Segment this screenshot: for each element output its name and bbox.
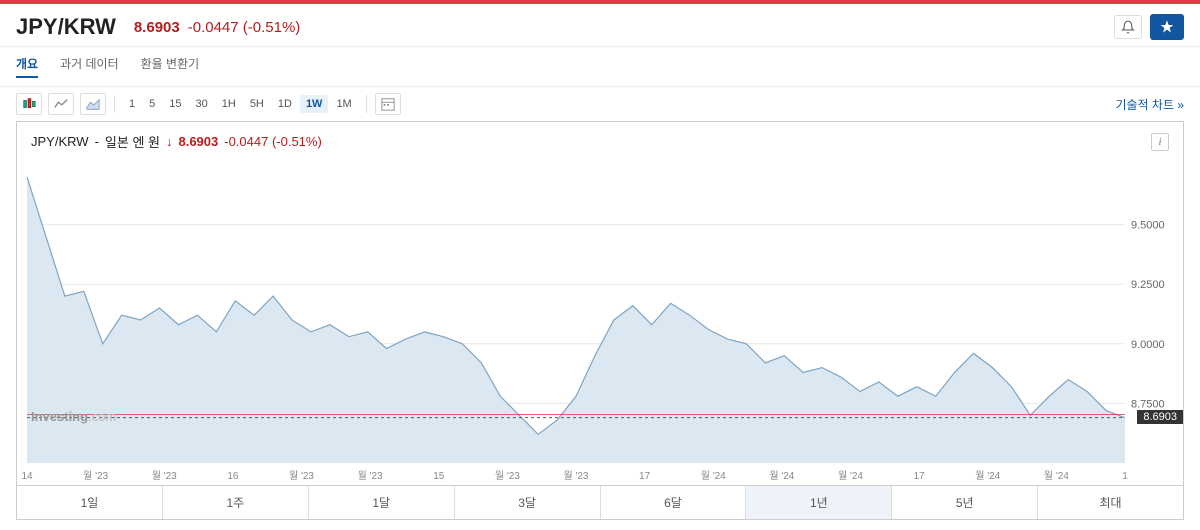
toolbar-separator	[366, 95, 367, 113]
chart-header: JPY/KRW - 일본 엔 원 ↓ 8.6903 -0.0447 (-0.51…	[17, 122, 1183, 155]
watermark-brand: Investing	[31, 409, 88, 424]
svg-text:9.0000: 9.0000	[1131, 339, 1165, 351]
timeframe-5[interactable]: 5	[143, 95, 161, 113]
subnav-converter[interactable]: 환율 변환기	[141, 55, 200, 78]
calendar-icon[interactable]	[375, 93, 401, 115]
svg-text:월 '24: 월 '24	[769, 470, 794, 482]
timeframe-1[interactable]: 1	[123, 95, 141, 113]
subnav-overview[interactable]: 개요	[16, 55, 38, 78]
chart-title-pair: JPY/KRW	[31, 134, 89, 149]
timeframe-5H[interactable]: 5H	[244, 95, 270, 113]
svg-text:16: 16	[227, 471, 239, 482]
period-option[interactable]: 6달	[601, 486, 747, 519]
subnav-history[interactable]: 과거 데이터	[60, 55, 119, 78]
favorite-button[interactable]	[1150, 14, 1184, 40]
svg-text:월 '24: 월 '24	[838, 470, 863, 482]
chart-svg: 8.7500 9.0000 9.2500 9.5000 14 월 '23 월 '23 16 월 …	[17, 155, 1183, 485]
period-option[interactable]: 최대	[1038, 486, 1183, 519]
timeframe-1M[interactable]: 1M	[330, 95, 357, 113]
period-option[interactable]: 1주	[163, 486, 309, 519]
currency-pair: JPY/KRW	[16, 14, 116, 40]
svg-text:월 '23: 월 '23	[289, 470, 314, 482]
svg-text:월 '23: 월 '23	[83, 470, 108, 482]
period-option[interactable]: 3달	[455, 486, 601, 519]
candlestick-icon[interactable]	[16, 93, 42, 115]
svg-text:월 '23: 월 '23	[358, 470, 383, 482]
alert-icon[interactable]	[1114, 15, 1142, 39]
svg-text:1: 1	[1122, 471, 1128, 482]
chart-change: -0.0447 (-0.51%)	[224, 134, 322, 149]
current-price-tag: 8.6903	[1137, 410, 1183, 424]
chart-title-name: 일본 엔 원	[105, 132, 160, 151]
header: JPY/KRW 8.6903 -0.0447 (-0.51%)	[0, 4, 1200, 47]
down-arrow-icon: ↓	[166, 134, 173, 149]
chart-title-sep: -	[95, 134, 99, 149]
timeframe-group: 1515301H5H1D1W1M	[123, 95, 358, 113]
svg-text:월 '23: 월 '23	[152, 470, 177, 482]
svg-text:월 '23: 월 '23	[563, 470, 588, 482]
chart-plot-area[interactable]: 8.7500 9.0000 9.2500 9.5000 14 월 '23 월 '23 16 월 …	[17, 155, 1183, 485]
watermark: Investing.com	[31, 409, 116, 424]
sub-nav: 개요 과거 데이터 환율 변환기	[0, 47, 1200, 87]
technical-chart-link[interactable]: 기술적 차트 »	[1115, 96, 1184, 113]
svg-text:월 '24: 월 '24	[975, 470, 1000, 482]
svg-text:월 '24: 월 '24	[1044, 470, 1069, 482]
timeframe-1D[interactable]: 1D	[272, 95, 298, 113]
watermark-domain: .com	[88, 409, 116, 424]
svg-text:14: 14	[21, 471, 33, 482]
header-actions	[1114, 14, 1184, 40]
toolbar-separator	[114, 95, 115, 113]
timeframe-1H[interactable]: 1H	[216, 95, 242, 113]
period-option[interactable]: 1일	[17, 486, 163, 519]
period-option[interactable]: 1달	[309, 486, 455, 519]
area-chart-icon[interactable]	[80, 93, 106, 115]
svg-text:월 '23: 월 '23	[495, 470, 520, 482]
svg-text:15: 15	[433, 471, 445, 482]
svg-text:월 '24: 월 '24	[701, 470, 726, 482]
svg-text:17: 17	[914, 471, 926, 482]
timeframe-1W[interactable]: 1W	[300, 95, 329, 113]
chart-price: 8.6903	[178, 134, 218, 149]
svg-text:17: 17	[639, 471, 651, 482]
line-chart-icon[interactable]	[48, 93, 74, 115]
svg-text:9.5000: 9.5000	[1131, 220, 1165, 232]
timeframe-15[interactable]: 15	[163, 95, 187, 113]
timeframe-30[interactable]: 30	[190, 95, 214, 113]
header-change: -0.0447 (-0.51%)	[188, 19, 301, 36]
header-price: 8.6903	[134, 19, 180, 36]
chart-toolbar: 1515301H5H1D1W1M 기술적 차트 »	[0, 87, 1200, 121]
info-icon[interactable]: i	[1151, 133, 1169, 151]
period-option[interactable]: 1년	[746, 486, 892, 519]
svg-text:9.2500: 9.2500	[1131, 279, 1165, 291]
period-option[interactable]: 5년	[892, 486, 1038, 519]
chart-container: JPY/KRW - 일본 엔 원 ↓ 8.6903 -0.0447 (-0.51…	[16, 121, 1184, 520]
period-selector: 1일1주1달3달6달1년5년최대	[17, 485, 1183, 519]
svg-text:8.7500: 8.7500	[1131, 398, 1165, 410]
